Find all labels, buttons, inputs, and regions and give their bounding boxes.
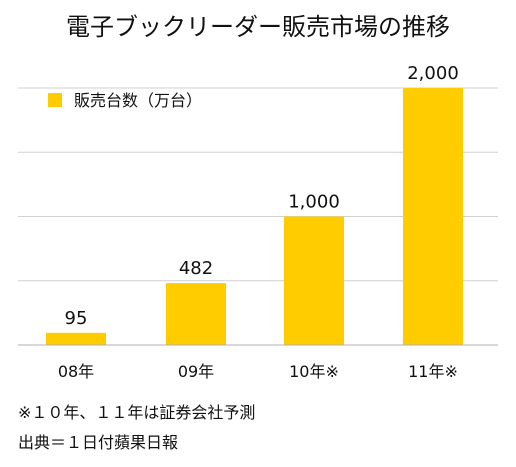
bar-2: [166, 283, 226, 345]
bars: [46, 88, 463, 345]
bar-1: [46, 332, 106, 345]
x-tick-label-1: 08年: [58, 362, 94, 381]
legend: 販売台数（万台）: [48, 91, 202, 110]
value-label-3: 1,000: [288, 192, 340, 213]
x-tick-label-2: 09年: [178, 362, 214, 381]
chart-title: 電子ブックリーダー販売市場の推移: [66, 13, 450, 41]
value-label-1: 95: [65, 308, 88, 329]
x-tick-label-3: 10年※: [289, 362, 339, 381]
value-label-2: 482: [179, 258, 213, 279]
legend-swatch: [48, 93, 62, 107]
footnote-source-note: 出典＝１日付蘋果日報: [18, 433, 178, 452]
value-label-4: 2,000: [407, 63, 459, 84]
bar-4: [403, 88, 463, 345]
bar-3: [284, 216, 344, 345]
footnote-forecast-note: ※１０年、１１年は証券会社予測: [18, 403, 255, 422]
legend-label: 販売台数（万台）: [74, 91, 202, 110]
value-labels: 95 482 1,000 2,000: [65, 63, 459, 329]
x-tick-label-4: 11年※: [408, 362, 458, 381]
x-axis-tick-labels: 08年 09年 10年※ 11年※: [58, 362, 458, 381]
